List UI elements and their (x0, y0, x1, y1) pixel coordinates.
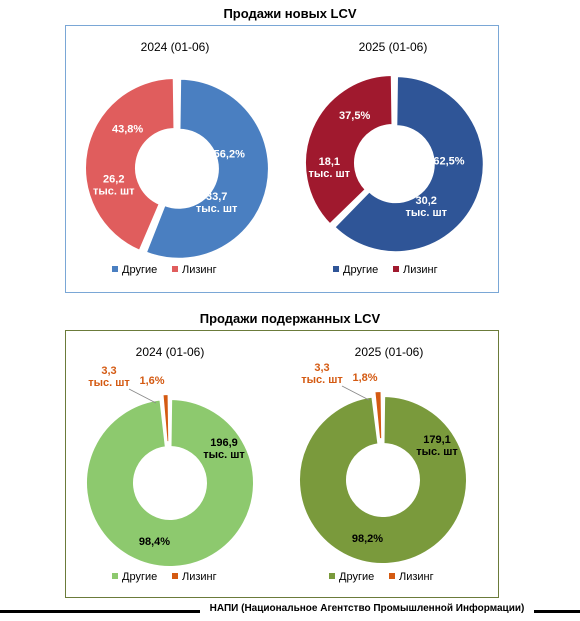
charts-canvas: 2024 (01-06) 56,2% 33,7 тыс. шт 43,8% 26,2 тыс… (84, 40, 485, 583)
chart-title-1-0: 2024 (01-06) (136, 345, 205, 359)
data-label-val-others-1-0: 196,9 тыс. шт (203, 437, 245, 461)
legend-swatch-0-1-1 (393, 266, 399, 272)
data-label-val-leasing-0-1: 18,1 тыс. шт (309, 156, 351, 180)
pie-slice-leasing-1-0 (161, 392, 171, 444)
pie-slice-others-1-0 (85, 397, 255, 568)
section-title-new-lcv: Продажи новых LCV (223, 6, 357, 21)
legend-swatch-1-0-0 (112, 573, 118, 579)
pie-slice-others-0-1 (333, 75, 485, 254)
pie-slice-leasing-0-1 (304, 73, 394, 226)
legend-label-0-0-1: Лизинг (182, 264, 217, 276)
legend-label-1-0-1: Лизинг (182, 571, 217, 583)
leader-line-leasing-1-0 (128, 388, 157, 404)
footer-rule-left (0, 610, 200, 613)
chart-title-0-1: 2025 (01-06) (359, 40, 428, 54)
legend-label-0-1-0: Другие (343, 264, 378, 276)
data-label-pct-others-0-1: 62,5% (433, 155, 464, 167)
data-label-pct-leasing-0-0: 43,8% (112, 124, 143, 136)
legend-label-1-0-0: Другие (122, 571, 157, 583)
data-label-val-others-1-1: 179,1 тыс. шт (416, 434, 458, 458)
chart-title-1-1: 2025 (01-06) (355, 345, 424, 359)
chart-panel-new-lcv (65, 25, 499, 293)
section-title-used-lcv: Продажи подержанных LCV (199, 311, 381, 326)
chart-title-0-0: 2024 (01-06) (141, 40, 210, 54)
legend-label-1-1-0: Другие (339, 571, 374, 583)
legend-label-1-1-1: Лизинг (399, 571, 434, 583)
data-label-pct-leasing-1-1: 1,8% (352, 372, 377, 384)
legend-swatch-1-1-0 (329, 573, 335, 579)
pie-slice-others-1-1 (298, 394, 468, 565)
data-label-val-leasing-0-0: 26,2 тыс. шт (93, 174, 135, 198)
pie-slice-others-0-0 (144, 77, 270, 260)
data-label-val-leasing-1-0: 3,3 тыс. шт (88, 365, 130, 389)
data-label-pct-leasing-1-0: 1,6% (139, 375, 164, 387)
legend-swatch-1-0-1 (172, 573, 178, 579)
data-label-pct-others-1-0: 98,4% (139, 536, 170, 548)
data-label-pct-others-0-0: 56,2% (214, 149, 245, 161)
data-label-val-others-0-0: 33,7 тыс. шт (196, 191, 238, 215)
data-label-pct-leasing-0-1: 37,5% (339, 110, 370, 122)
data-label-val-leasing-1-1: 3,3 тыс. шт (301, 362, 343, 386)
footer-rule-right (534, 610, 580, 613)
pie-slice-leasing-1-1 (373, 390, 384, 441)
legend-label-0-0-0: Другие (122, 264, 157, 276)
data-label-pct-others-1-1: 98,2% (352, 533, 383, 545)
footer-source: НАПИ (Национальное Агентство Промышленно… (202, 603, 532, 614)
legend-swatch-0-0-0 (112, 266, 118, 272)
leader-line-leasing-1-1 (341, 385, 370, 401)
data-label-val-others-0-1: 30,2 тыс. шт (405, 195, 447, 219)
legend-swatch-0-1-0 (333, 266, 339, 272)
pie-slice-leasing-0-0 (84, 76, 176, 253)
legend-swatch-1-1-1 (389, 573, 395, 579)
legend-label-0-1-1: Лизинг (403, 264, 438, 276)
chart-panel-used-lcv (65, 330, 499, 598)
legend-swatch-0-0-1 (172, 266, 178, 272)
